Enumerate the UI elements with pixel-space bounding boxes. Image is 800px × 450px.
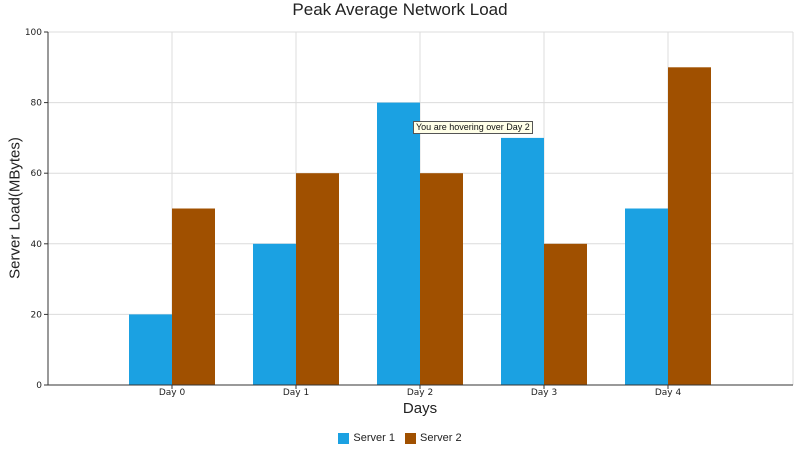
bar-server-2-day-3: [544, 243, 587, 385]
bars-layer: [129, 67, 711, 386]
legend-label-server-1: Server 1: [353, 432, 395, 444]
bar-server-2-day-2: [420, 173, 463, 385]
legend-item-server-2[interactable]: Server 2: [405, 432, 462, 444]
y-tick-label: 0: [36, 381, 42, 391]
x-axis-label: Days: [402, 400, 438, 417]
bar-server-1-day-2: [377, 102, 420, 385]
y-axis-label: Server Load(MBytes): [6, 137, 24, 279]
legend-item-server-1[interactable]: Server 1: [338, 432, 395, 444]
x-tick-label: Day 1: [283, 388, 309, 398]
x-tick-label: Day 3: [531, 388, 557, 398]
x-tick-label: Day 2: [407, 388, 433, 398]
x-tick-label: Day 0: [159, 388, 186, 398]
x-tick-label: Day 4: [655, 388, 682, 398]
hover-tooltip: You are hovering over Day 2: [413, 121, 533, 134]
chart-title: Peak Average Network Load: [292, 0, 508, 19]
legend-label-server-2: Server 2: [420, 432, 462, 444]
y-tick-label: 20: [31, 310, 43, 320]
y-tick-label: 80: [31, 99, 43, 109]
bar-server-1-day-4: [625, 208, 668, 385]
y-tick-label: 60: [31, 169, 43, 179]
bar-server-1-day-3: [501, 137, 544, 385]
bar-server-1-day-0: [129, 314, 172, 385]
y-tick-label: 100: [25, 28, 42, 38]
legend-swatch-server-2: [405, 432, 416, 444]
legend-swatch-server-1: [338, 432, 350, 444]
bar-server-2-day-0: [172, 208, 215, 385]
legend: Server 1 Server 2: [0, 432, 800, 444]
axes-layer: 0 20 40 60 80 100 Day 0 Day 1 Day 2 Day 3 Day 4: [25, 28, 793, 398]
bar-server-2-day-1: [296, 173, 339, 385]
bar-server-1-day-1: [253, 243, 296, 385]
y-tick-label: 40: [31, 240, 43, 250]
bar-server-2-day-4: [668, 67, 711, 386]
